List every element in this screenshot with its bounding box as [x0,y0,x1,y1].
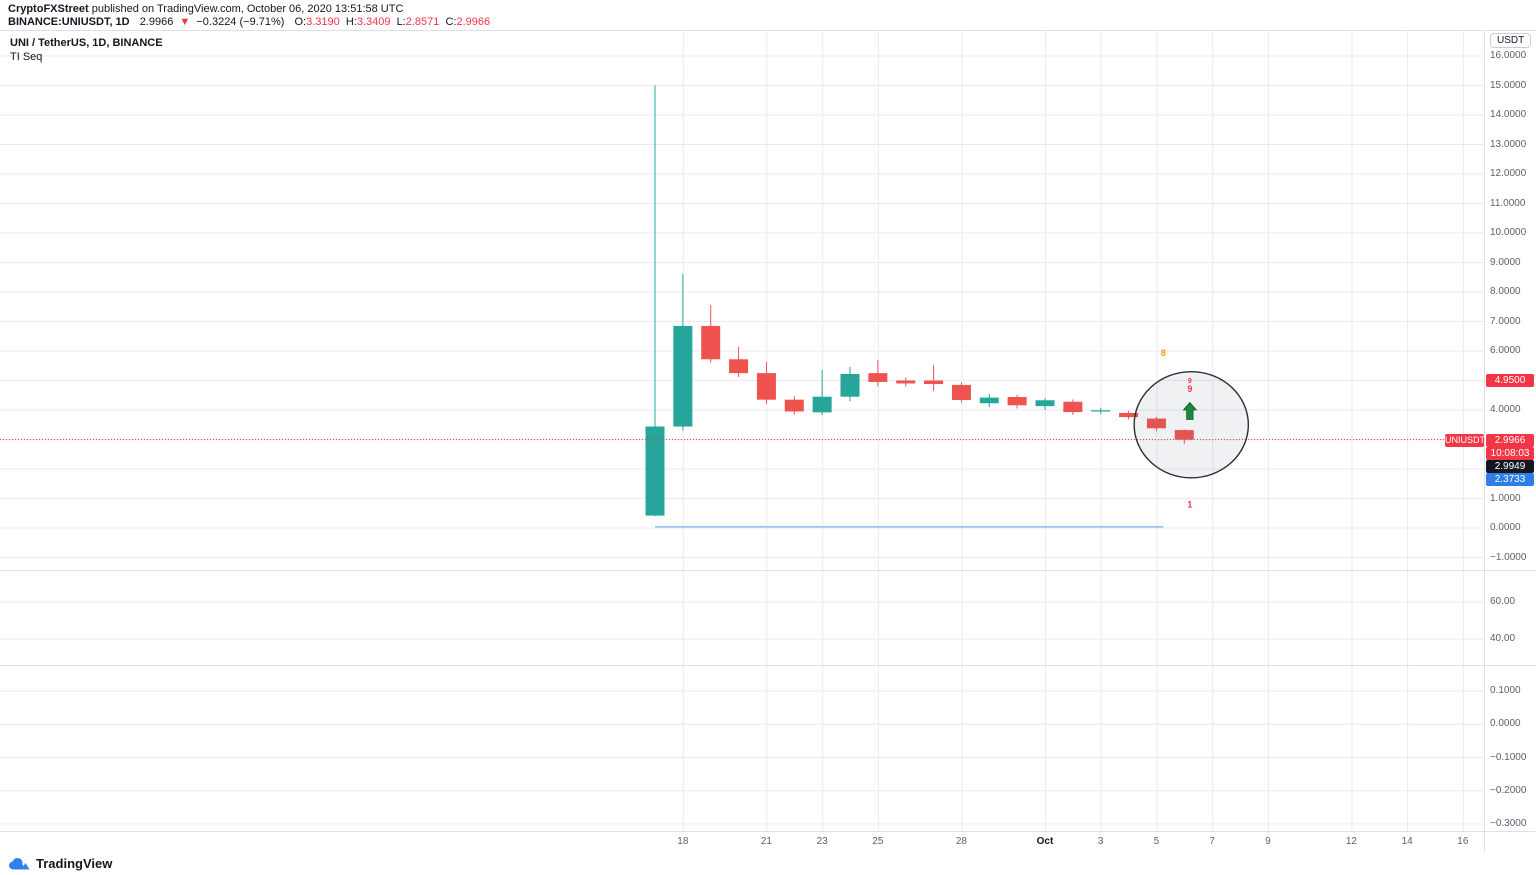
close-value: 2.9966 [456,16,491,28]
candle-body [1035,400,1055,407]
legend-symbol-title[interactable]: UNI / TetherUS, 1D, BINANCE [10,37,163,49]
symbol-name: BINANCE:UNIUSDT, 1D [8,16,130,28]
candle-body [784,399,804,412]
td-seq-mark: 9 [1187,384,1192,394]
price-change: −0.3224 (−9.71%) [196,16,285,28]
up-arrow-icon [1182,401,1198,420]
highlight-circle [1133,370,1250,479]
publish-line: CryptoFXStreet published on TradingView.… [8,3,403,15]
candle-body [840,374,860,397]
candle-body [756,373,776,400]
candle-body [1146,418,1166,429]
candle-body [868,373,888,382]
high-label: H: [345,16,357,28]
candle-body [645,426,665,516]
price-axis[interactable] [1484,30,1536,852]
candle-body [1063,401,1083,413]
candle-body [924,380,944,385]
attribution-bar: CryptoFXStreet published on TradingView.… [0,0,1536,30]
legend-indicator-title[interactable]: TI Seq [10,51,43,63]
author-name: CryptoFXStreet [8,3,89,15]
time-axis[interactable] [0,832,1484,852]
candle-body [701,325,721,360]
candle-body [951,384,971,400]
candle-body [1007,397,1027,406]
candle-body [729,359,749,374]
candle-body [1119,412,1139,418]
td-seq-mark: 1 [1187,499,1192,509]
candle-body [673,325,693,427]
candle-body [1091,410,1111,412]
low-label: L: [396,16,406,28]
high-value: 3.3409 [356,16,391,28]
down-triangle-icon: ▼ [179,16,191,28]
candle-body [812,396,832,413]
td-seq-mark: 8 [1161,348,1166,358]
chart-legend[interactable]: UNI / TetherUS, 1D, BINANCE TI Seq [10,36,163,64]
last-price: 2.9966 [139,16,174,28]
close-label: C: [445,16,457,28]
candle-body [1174,430,1194,440]
candle-body [979,397,999,404]
candle-body [896,380,916,384]
footer-brand: TradingView [8,853,112,873]
currency-toggle-button[interactable]: USDT [1490,33,1532,48]
publish-info: published on TradingView.com, October 06… [91,3,404,15]
open-value: 3.3190 [306,16,340,28]
brand-name: TradingView [36,855,113,871]
open-label: O: [294,16,307,28]
tradingview-logo-icon[interactable] [8,856,30,871]
symbol-info-bar: BINANCE:UNIUSDT, 1D 2.9966 ▼ −0.3224 (−9… [8,16,490,28]
low-value: 2.8571 [405,16,440,28]
td-seq-mark: 9 [1188,378,1192,385]
